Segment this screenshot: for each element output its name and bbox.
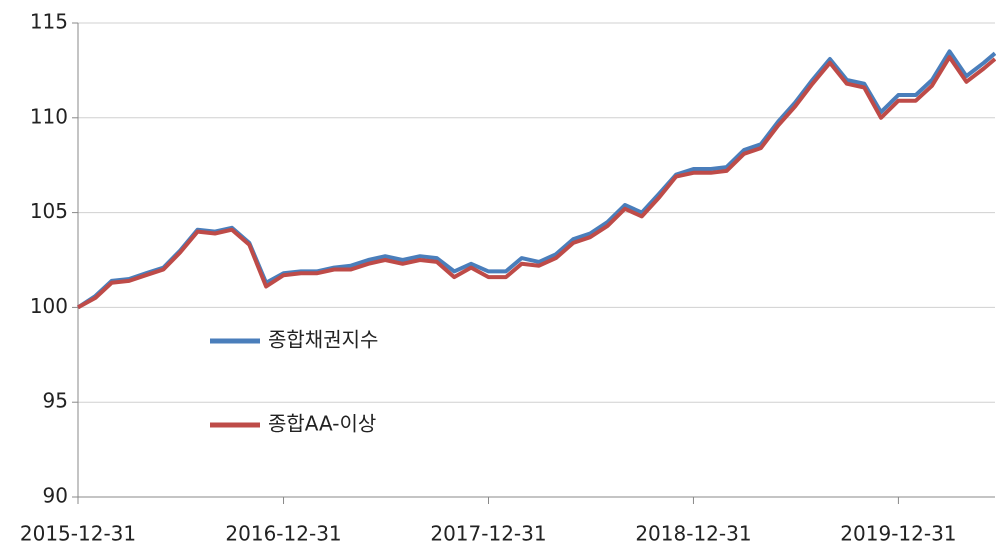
y-tick-label: 100 <box>30 294 68 318</box>
x-tick-label: 2016-12-31 <box>225 522 341 546</box>
y-tick-label: 115 <box>30 10 68 34</box>
x-tick-label: 2018-12-31 <box>635 522 751 546</box>
y-tick-label: 105 <box>30 199 68 223</box>
y-tick-label: 95 <box>43 389 68 413</box>
x-tick-label: 2015-12-31 <box>20 522 136 546</box>
legend-label: 종합AA-이상 <box>268 412 376 436</box>
series-line <box>76 49 996 310</box>
x-tick-label: 2017-12-31 <box>430 522 546 546</box>
x-tick-label: 2019-12-31 <box>840 522 956 546</box>
series-line <box>77 55 996 310</box>
y-tick-label: 110 <box>30 104 68 128</box>
legend-label: 종합채권지수 <box>268 328 378 352</box>
y-tick-label: 90 <box>43 484 68 508</box>
